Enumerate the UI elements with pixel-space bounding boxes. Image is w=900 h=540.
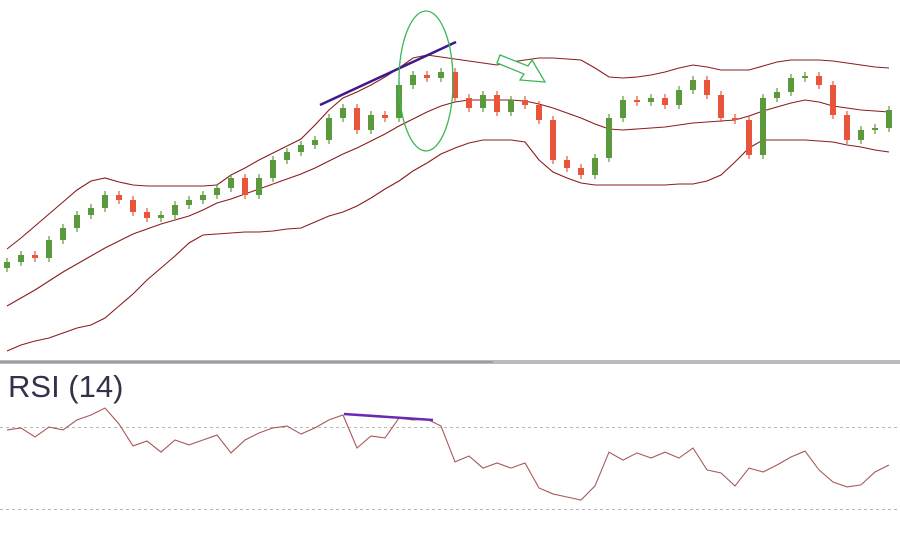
rsi-title: RSI (14) (8, 369, 123, 404)
candle-body (718, 95, 724, 118)
candle-body (116, 195, 122, 200)
candle-body (732, 118, 738, 120)
candle-body (844, 115, 850, 140)
candle-body (144, 212, 150, 218)
candle-body (592, 158, 598, 175)
candle-body (564, 160, 570, 168)
rsi-trendline (343, 412, 434, 422)
candle-body (410, 75, 416, 85)
candle-body (214, 188, 220, 195)
rsi-pane (0, 407, 900, 510)
candle-body (74, 215, 80, 228)
candle-body (172, 205, 178, 215)
bollinger-band (6, 54, 890, 250)
candle-body (452, 72, 458, 98)
candle-body (284, 152, 290, 160)
candle-body (4, 262, 10, 268)
price-trendline (319, 40, 457, 107)
candle-body (102, 195, 108, 208)
pane-divider-handle (0, 361, 493, 363)
candle-body (242, 178, 248, 195)
candle-body (606, 118, 612, 158)
candle-body (18, 255, 24, 262)
candle-body (676, 90, 682, 105)
candle-body (886, 110, 892, 128)
candle-body (438, 72, 444, 78)
candle-body (522, 100, 528, 105)
bollinger-band (6, 99, 890, 307)
candle-body (424, 75, 430, 78)
highlight-ellipse (398, 10, 454, 152)
direction-arrow (496, 54, 547, 83)
candle-body (326, 118, 332, 140)
candle-body (802, 76, 808, 78)
candle-body (648, 98, 654, 102)
candle-body (130, 200, 136, 212)
candle-body (312, 140, 318, 145)
candle-body (32, 255, 38, 258)
candle-body (368, 115, 374, 130)
candle-body (760, 98, 766, 155)
candle-body (774, 92, 780, 98)
candle-body (858, 130, 864, 140)
candle-body (480, 95, 486, 108)
candle-body (466, 98, 472, 108)
candle-body (186, 200, 192, 205)
candle-body (340, 108, 346, 118)
candle-body (228, 178, 234, 188)
candle-body (88, 208, 94, 215)
candle-body (508, 100, 514, 112)
candle-body (872, 128, 878, 130)
candle-body (536, 105, 542, 120)
candle-body (788, 78, 794, 92)
candle-body (690, 80, 696, 90)
candle-body (354, 108, 360, 130)
candle-body (382, 115, 388, 118)
candle-body (256, 178, 262, 195)
candle-body (396, 85, 402, 118)
candle-body (816, 76, 822, 85)
candle-body (200, 195, 206, 200)
candle-body (578, 168, 584, 175)
candle-body (550, 120, 556, 160)
candle-body (704, 80, 710, 95)
candle-body (494, 95, 500, 112)
candle-body (158, 215, 164, 218)
bollinger-band (6, 139, 890, 352)
rsi-line (6, 407, 890, 501)
candle-body (746, 120, 752, 155)
price-pane (4, 54, 892, 352)
candle-body (298, 145, 304, 152)
candle-body (620, 100, 626, 118)
candle-body (662, 98, 668, 105)
candle-body (634, 100, 640, 102)
candle-body (270, 160, 276, 178)
candle-body (60, 228, 66, 240)
candle-body (830, 85, 836, 115)
candle-body (46, 240, 52, 258)
